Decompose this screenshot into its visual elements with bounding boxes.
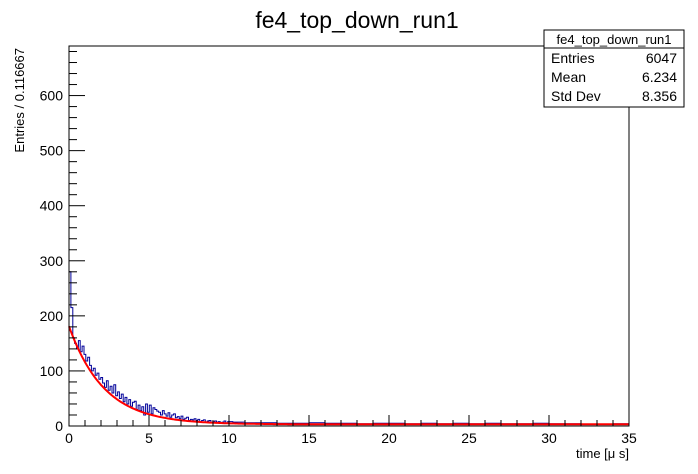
chart-title: fe4_top_down_run1 [255, 7, 458, 33]
stats-row-label: Entries [551, 50, 595, 66]
x-tick-label: 25 [461, 430, 477, 446]
x-tick-label: 20 [381, 430, 397, 446]
fit-curve [68, 325, 629, 426]
y-axis-title: Entries / 0.116667 [12, 48, 27, 153]
x-tick-label: 10 [221, 430, 237, 446]
stats-box-title: fe4_top_down_run1 [557, 32, 672, 47]
y-tick-label: 100 [40, 363, 64, 379]
y-tick-label: 600 [40, 88, 64, 104]
histogram-series [68, 271, 630, 426]
y-tick-label: 300 [40, 253, 64, 269]
x-tick-label: 35 [621, 430, 637, 446]
stats-box-frame [543, 29, 685, 108]
plot-frame [68, 45, 630, 427]
plot-area [68, 271, 630, 426]
x-tick-label: 5 [145, 430, 153, 446]
x-tick-label: 30 [541, 430, 557, 446]
stats-row-label: Mean [551, 69, 586, 85]
x-axis-title: time [μ s] [576, 446, 629, 461]
stats-box: fe4_top_down_run1 Entries 6047 Mean 6.234 Std… [543, 29, 685, 108]
x-tick-label: 15 [301, 430, 317, 446]
axes: 0 5 10 15 20 25 30 35 0 100 200 300 400 500 600 [40, 45, 637, 446]
stats-row-value: 6.234 [642, 69, 677, 85]
y-tick-label: 400 [40, 198, 64, 214]
y-tick-label: 200 [40, 308, 64, 324]
stats-row-value: 8.356 [642, 88, 677, 104]
stats-row-label: Std Dev [551, 88, 601, 104]
stats-row-value: 6047 [646, 50, 677, 66]
x-tick-label: 0 [65, 430, 73, 446]
y-tick-label: 500 [40, 143, 64, 159]
y-tick-label: 0 [55, 418, 63, 434]
